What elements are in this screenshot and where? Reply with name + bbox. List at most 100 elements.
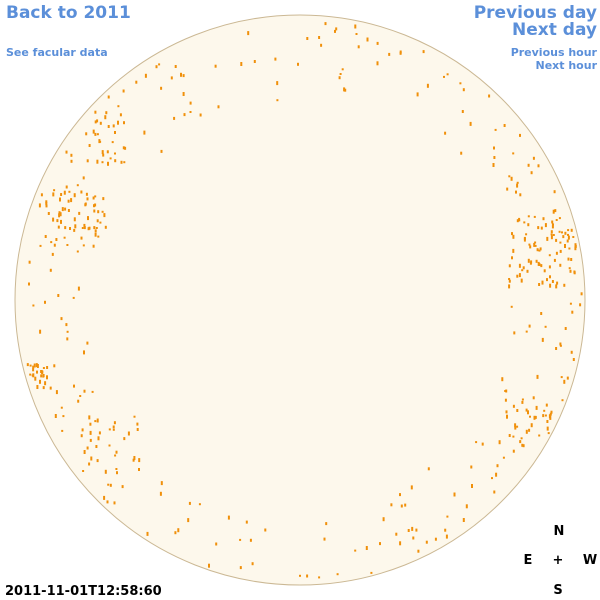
facula [69,227,71,230]
next-day-link[interactable]: Next day [512,20,597,40]
facula [508,434,511,437]
facula [471,484,473,488]
facula [57,294,60,297]
facula [555,284,558,289]
facula [527,410,529,415]
facula [534,241,537,244]
facula [411,526,414,531]
facula [539,247,542,251]
facula [60,193,63,196]
facula [552,209,555,214]
facula [552,234,555,236]
facula [550,230,553,234]
facula [492,163,495,167]
facula [550,233,553,236]
facula [80,434,83,438]
previous-day-link[interactable]: Previous day [474,3,597,23]
facula [73,217,76,222]
facula [113,501,116,505]
facula [264,528,267,532]
facula [70,159,73,163]
facula [136,422,139,426]
facula [47,212,50,215]
facula [527,258,530,263]
facula [199,113,202,117]
facula [549,283,552,288]
facula [92,196,95,200]
facula [567,233,569,236]
facula [188,501,191,505]
facula [335,27,338,31]
facula [73,228,76,232]
facula [182,74,185,78]
facula [160,481,163,486]
facula [26,363,29,367]
facula [82,176,85,180]
facula [109,157,112,160]
next-hour-link[interactable]: Next hour [536,59,598,72]
facula [572,236,575,238]
facula [96,418,99,423]
facula [343,87,346,92]
facula [83,223,86,227]
facula [542,414,545,418]
facula [92,244,95,248]
facula [434,537,437,541]
facula [567,235,570,240]
facula [122,146,125,150]
facula [525,233,528,236]
previous-hour-link[interactable]: Previous hour [511,46,598,59]
facula [143,130,146,135]
facula [82,244,85,247]
back-link[interactable]: Back to 2011 [6,3,131,23]
facula [55,390,58,395]
facula [84,202,87,206]
facula [59,197,61,202]
facula [338,76,341,80]
facula [537,164,540,168]
facula [42,374,45,377]
facula [55,238,58,241]
facula [523,236,526,240]
facular-data-link[interactable]: See facular data [6,46,108,59]
facula [512,234,515,239]
facula [77,286,80,291]
facula [106,500,109,504]
facula [114,152,116,155]
facula [49,386,52,390]
facula [58,213,61,218]
facula [534,415,537,419]
facula [320,43,323,47]
facula [138,458,141,463]
facula [370,571,373,574]
facula [567,229,570,232]
facula [44,235,47,238]
facula [566,376,569,380]
facula [253,60,256,63]
facula [501,377,504,382]
facula [97,210,100,214]
facula [66,330,69,333]
facula [36,370,38,374]
facula [541,280,544,285]
facula [444,528,447,532]
facula [506,187,509,191]
facula [519,193,522,197]
facula [88,415,91,420]
facula [89,430,92,435]
facula [536,248,539,252]
compass-north: N [554,524,565,539]
facula [123,437,126,441]
facula [40,374,43,378]
facula [73,193,76,198]
facula [173,116,176,120]
facula [540,312,543,315]
facula [334,29,336,33]
facula [508,175,511,178]
facula [28,260,31,264]
facula [146,531,149,536]
facula [354,24,357,29]
facula [502,456,505,459]
facula [508,278,511,280]
facula [51,252,54,256]
